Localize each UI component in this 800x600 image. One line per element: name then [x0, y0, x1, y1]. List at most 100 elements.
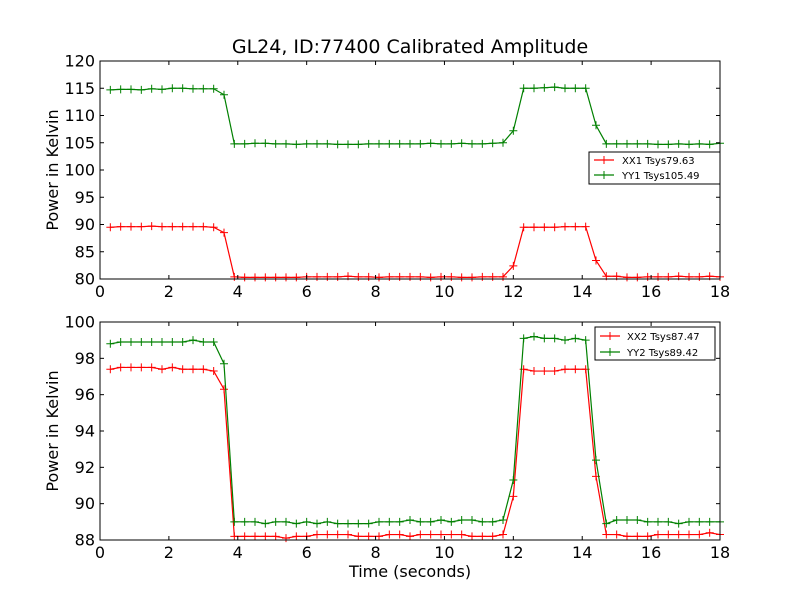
top-series-1-point	[705, 140, 714, 149]
top-series-1-point	[478, 139, 487, 148]
top-xtick-label: 6	[302, 282, 312, 301]
bottom-series-1-point	[550, 334, 559, 343]
top-series-1-point	[302, 139, 311, 148]
bottom-series-0-point	[426, 530, 435, 539]
top-ytick-label: 80	[75, 270, 95, 289]
top-xtick-label: 18	[710, 282, 730, 301]
top-series-1-point	[137, 85, 146, 94]
bottom-series-1-point	[323, 517, 332, 526]
bottom-series-0-point	[230, 532, 239, 541]
top-series-1-point	[271, 139, 280, 148]
bottom-series-1-point	[612, 516, 621, 525]
top-chart: GL24, ID:77400 Calibrated Amplitude Powe…	[43, 36, 730, 301]
top-series-1-point	[168, 84, 177, 93]
bottom-legend-xx2-label: XX2 Tsys87.47	[627, 332, 700, 343]
bottom-legend-yy2-label: YY2 Tsys89.42	[626, 348, 698, 359]
top-series-1-point	[416, 139, 425, 148]
bottom-series-0-point	[220, 385, 228, 394]
bottom-series-0-point	[437, 530, 445, 539]
top-series-0-point	[240, 273, 249, 282]
top-series-1-point	[282, 139, 290, 148]
top-chart-title: GL24, ID:77400 Calibrated Amplitude	[232, 36, 588, 58]
bottom-series-0-point	[354, 532, 363, 541]
top-xtick-label: 8	[370, 282, 380, 301]
bottom-xtick-label: 6	[302, 543, 312, 562]
bottom-series-0-point	[344, 530, 352, 539]
bottom-series-1-point	[406, 516, 414, 525]
bottom-series-0-point	[664, 530, 673, 539]
bottom-series-1-point	[540, 334, 549, 343]
top-series-0-point	[375, 273, 383, 282]
top-series-1-point	[695, 139, 704, 148]
bottom-series-1-point	[344, 519, 352, 528]
bottom-series-0-point	[468, 532, 476, 541]
bottom-series-1-point	[602, 519, 611, 528]
top-series-0-point	[147, 222, 156, 231]
bottom-series-1-point	[437, 516, 445, 525]
top-ytick-label: 110	[64, 106, 95, 125]
top-series-0-point	[530, 223, 538, 232]
top-chart-legend: XX1 Tsys79.63 YY1 Tsys105.49	[588, 151, 721, 185]
top-series-0-point	[426, 273, 435, 282]
bottom-series-0-point	[127, 363, 135, 372]
bottom-series-1-point	[705, 517, 714, 526]
top-series-0-point	[292, 273, 301, 282]
bottom-series-0-point	[333, 530, 342, 539]
bottom-series-0-point	[550, 367, 559, 376]
bottom-xtick-label: 0	[95, 543, 105, 562]
top-ytick-label: 90	[75, 215, 95, 234]
top-series-0-point	[623, 273, 631, 282]
bottom-series-0-point	[106, 365, 115, 374]
top-series-1-point	[426, 139, 435, 148]
bottom-series-1-point	[674, 519, 683, 528]
bottom-series-1-point	[654, 517, 662, 526]
bottom-series-1-point	[189, 336, 197, 345]
bottom-chart-xlabel: Time (seconds)	[348, 562, 471, 581]
bottom-xtick-label: 8	[370, 543, 380, 562]
top-series-0-point	[592, 256, 600, 265]
top-series-1-point	[375, 139, 383, 148]
top-series-0-point	[158, 222, 166, 231]
bottom-series-1-point	[230, 517, 239, 526]
bottom-series-0-point	[674, 530, 683, 539]
top-ytick-label: 105	[64, 133, 95, 152]
bottom-ytick-label: 90	[75, 494, 95, 513]
bottom-series-1-point	[158, 337, 166, 346]
top-series-1-point	[674, 139, 683, 148]
top-series-1-point	[468, 139, 476, 148]
bottom-series-0-point	[271, 532, 280, 541]
bottom-series-0-point	[685, 530, 693, 539]
bottom-series-0-point	[695, 530, 704, 539]
bottom-chart-plot-area: 0 2 4 6 8 10 12 14 16 18 88 90 92 94 96 98 100	[64, 313, 730, 563]
bottom-series-0-point	[612, 530, 621, 539]
bottom-series-0-point	[654, 530, 662, 539]
top-series-1-point	[457, 139, 466, 148]
top-series-0-point	[127, 222, 135, 231]
bottom-series-1-point	[581, 336, 590, 345]
top-ytick-label: 100	[64, 161, 95, 180]
bottom-series-0-point	[261, 532, 270, 541]
top-legend-yy1-label: YY1 Tsys105.49	[621, 171, 700, 182]
bottom-series-1-point	[137, 337, 146, 346]
top-series-1-point	[643, 139, 652, 148]
bottom-series-0-point	[395, 530, 404, 539]
bottom-series-0-point	[633, 532, 642, 541]
bottom-series-1-point	[623, 516, 631, 525]
top-series-1-point	[519, 84, 528, 93]
bottom-series-1-point	[530, 332, 538, 341]
top-series-1-point	[530, 84, 538, 93]
bottom-series-0-point	[571, 365, 580, 374]
top-series-1-point	[540, 83, 549, 92]
bottom-series-1-point	[282, 517, 290, 526]
bottom-series-1-point	[695, 517, 704, 526]
bottom-ytick-label: 94	[75, 422, 95, 441]
bottom-series-1-point	[240, 517, 249, 526]
bottom-series-1-point	[178, 337, 187, 346]
top-series-1-point	[158, 85, 166, 94]
top-series-1-point	[323, 139, 332, 148]
bottom-series-1-point	[302, 517, 311, 526]
bottom-series-0-point	[705, 528, 714, 537]
top-xtick-label: 16	[641, 282, 661, 301]
top-series-1-point	[344, 140, 352, 149]
bottom-xtick-label: 12	[503, 543, 523, 562]
